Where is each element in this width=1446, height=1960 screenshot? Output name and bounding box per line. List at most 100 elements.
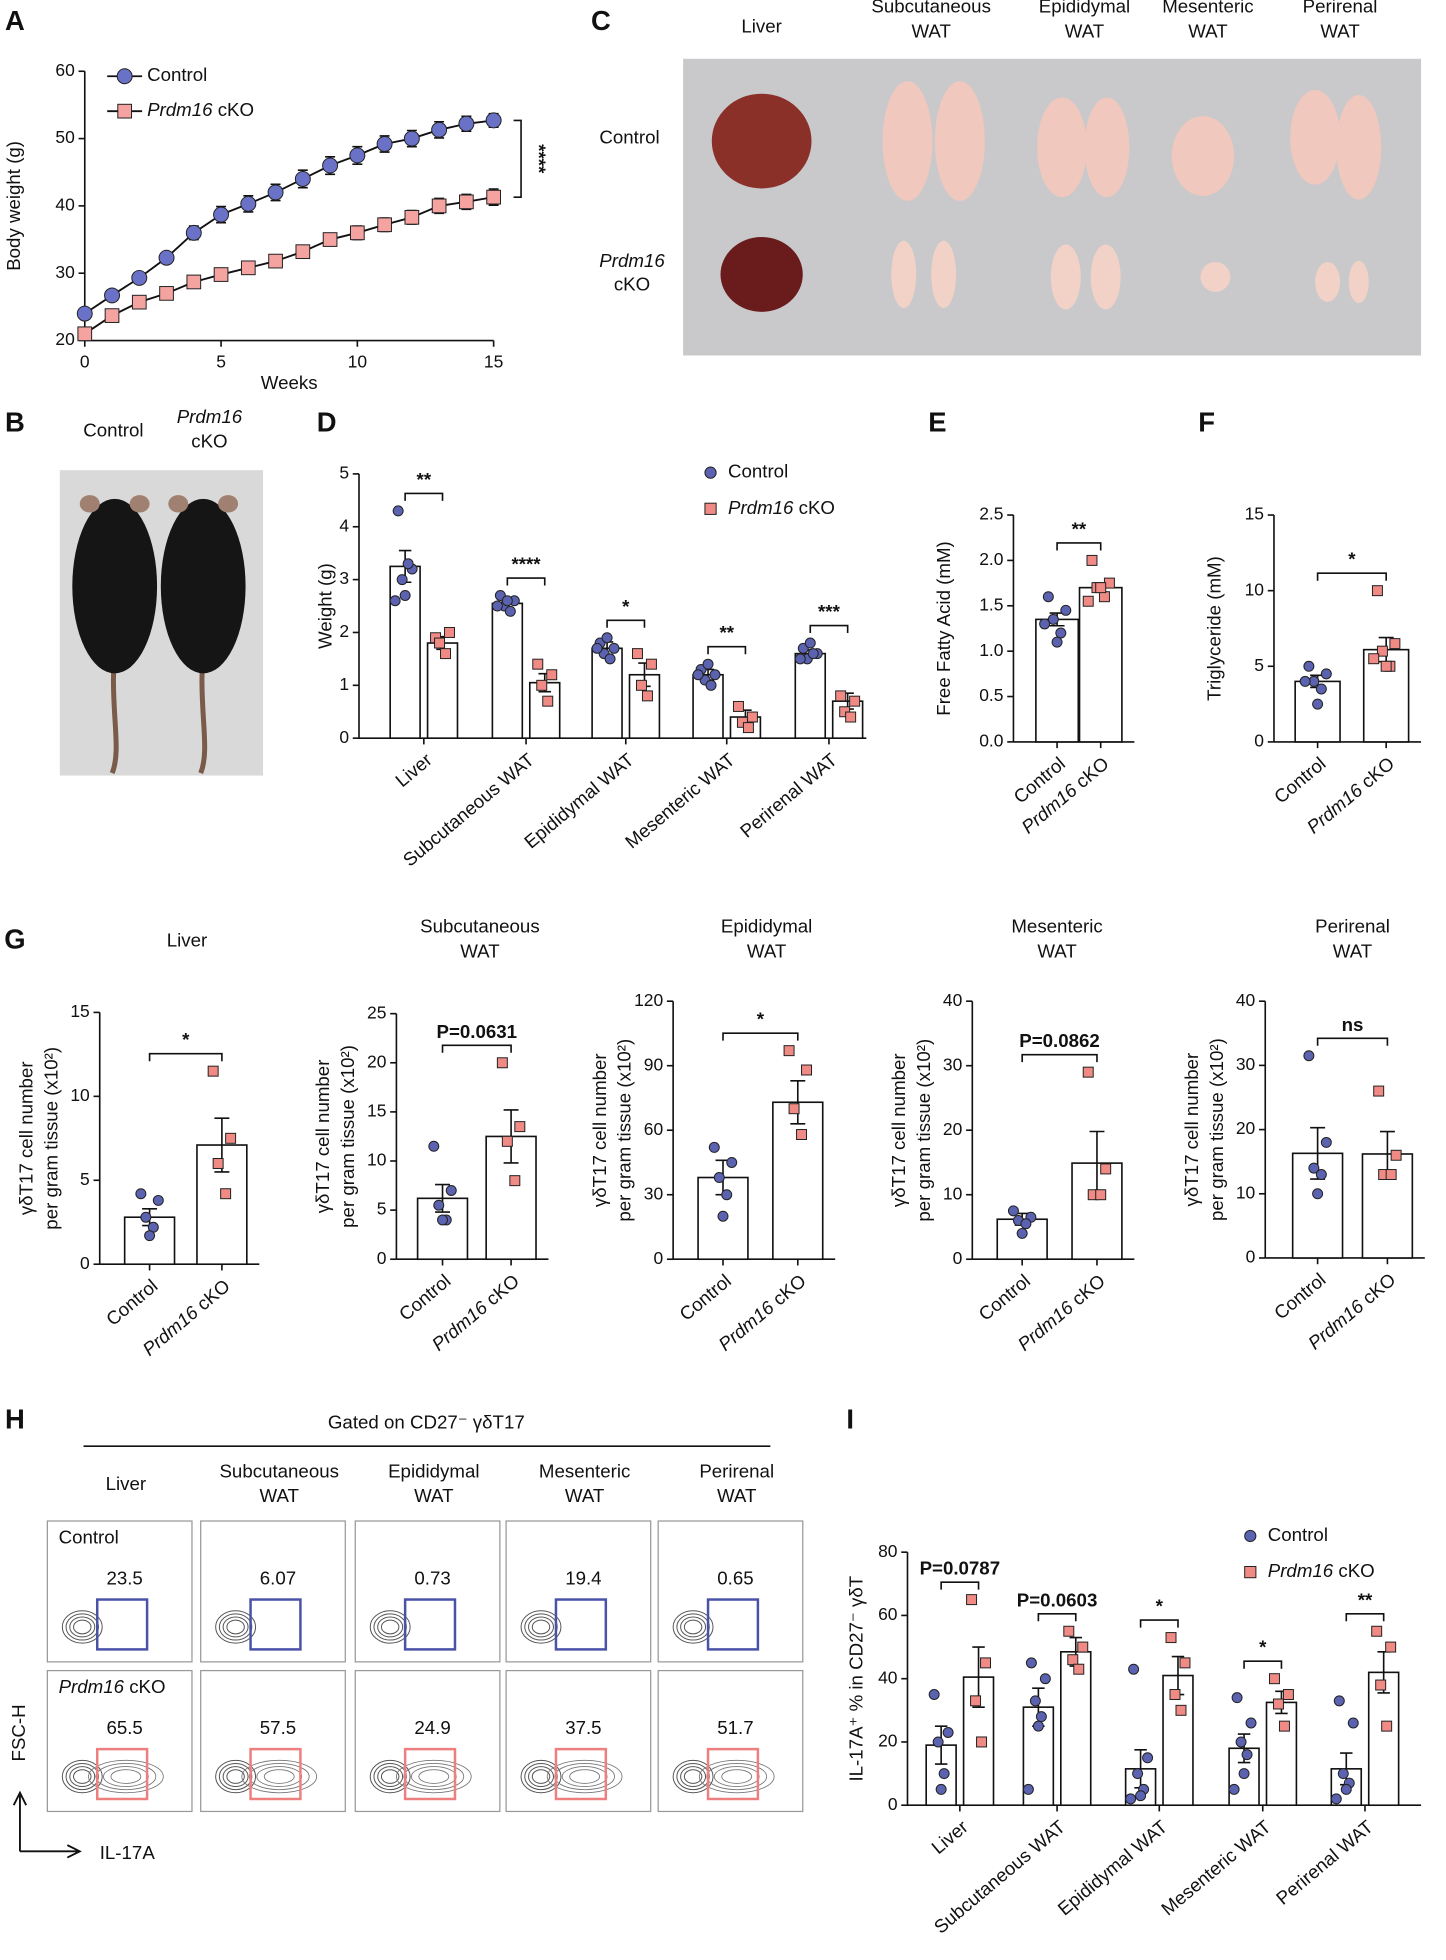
y-tick-label: 0 — [339, 727, 349, 747]
y-axis-label: γδT17 cell number — [888, 1053, 909, 1207]
data-point — [1142, 1752, 1154, 1764]
data-point — [509, 1175, 521, 1187]
y-tick-label: 5 — [80, 1169, 90, 1189]
significance-bracket — [1056, 542, 1102, 551]
panel-letter: B — [5, 406, 25, 437]
panel-letter: C — [591, 5, 611, 36]
bar — [772, 1101, 824, 1261]
significance-bracket — [606, 619, 646, 628]
significance-bracket — [940, 1581, 980, 1590]
contour — [531, 1619, 551, 1635]
data-point — [1330, 1793, 1342, 1805]
data-point — [742, 722, 754, 734]
data-point — [1308, 1162, 1320, 1174]
data-point — [444, 626, 455, 638]
data-point — [486, 189, 501, 205]
data-point — [1320, 1136, 1332, 1148]
contour — [69, 1616, 96, 1638]
tissue — [934, 81, 985, 201]
data-point — [732, 700, 744, 712]
y-tick-label: 30 — [1236, 1054, 1256, 1074]
y-tick-label: 0 — [888, 1794, 898, 1814]
contour — [369, 1759, 411, 1794]
data-point — [267, 184, 284, 201]
data-point — [1268, 1673, 1280, 1685]
column-label: Epididymal — [388, 1460, 479, 1481]
data-point — [437, 1214, 449, 1226]
contour — [418, 1769, 450, 1784]
data-point — [726, 1156, 738, 1168]
significance-label: * — [1348, 549, 1356, 570]
data-point — [1165, 1632, 1177, 1644]
flow-plot — [46, 1669, 193, 1813]
y-tick-label: 3 — [339, 568, 349, 588]
y-tick-label: 30 — [55, 262, 75, 282]
column-label: WAT — [414, 1485, 453, 1506]
chart-title: Liver — [167, 929, 208, 950]
column-label: WAT — [1065, 21, 1104, 42]
row-label: Prdm16 — [599, 250, 665, 271]
data-point — [514, 1121, 526, 1133]
data-point — [1035, 1711, 1047, 1723]
y-tick-label: 10 — [70, 1085, 90, 1105]
data-point — [349, 225, 365, 241]
contour — [369, 1610, 411, 1644]
data-point — [536, 679, 548, 691]
data-point — [268, 253, 283, 269]
data-point — [1175, 1704, 1187, 1716]
y-tick-label: 25 — [367, 1002, 386, 1022]
y-tick-label: 2.5 — [979, 504, 1003, 524]
data-point — [496, 1057, 508, 1069]
chart-title: Epididymal — [721, 916, 812, 937]
data-point — [131, 294, 147, 310]
data-point — [1077, 1641, 1089, 1653]
mouse-ear — [168, 495, 189, 513]
mouse-ear — [129, 495, 150, 513]
flow-plot — [46, 1520, 193, 1663]
data-point — [1238, 1768, 1250, 1780]
column-label: WAT — [717, 1485, 756, 1506]
data-point — [104, 287, 121, 304]
y-tick-label: 50 — [55, 127, 75, 147]
y-tick-label: 20 — [55, 329, 75, 349]
data-point — [938, 1768, 950, 1780]
y-tick-label: 0 — [953, 1248, 963, 1268]
data-point — [1082, 595, 1094, 607]
data-point — [1373, 1085, 1385, 1097]
data-point — [399, 589, 411, 601]
tissue — [711, 93, 812, 189]
panel-letter: G — [4, 924, 25, 955]
contour — [672, 1610, 714, 1644]
column-label: WAT — [1188, 21, 1227, 42]
gate-value: 65.5 — [106, 1717, 142, 1738]
data-point — [104, 308, 120, 323]
flow-plot — [354, 1520, 501, 1663]
data-point — [396, 574, 408, 586]
y-axis-label: Free Fatty Acid (mM) — [933, 541, 954, 715]
data-point — [1098, 591, 1110, 603]
data-point — [1371, 1625, 1383, 1637]
data-point — [434, 637, 446, 649]
data-point — [240, 260, 256, 276]
gate — [249, 1598, 302, 1651]
contour — [69, 1766, 96, 1788]
bar — [1060, 1650, 1092, 1807]
flow-plot — [505, 1520, 652, 1663]
column-label: WAT — [1320, 21, 1359, 42]
y-tick-label: 1.0 — [979, 640, 1004, 660]
data-point — [1282, 1689, 1294, 1700]
row-label: Prdm16 cKO — [59, 1676, 166, 1697]
significance-label: *** — [818, 601, 841, 622]
contour — [103, 1766, 149, 1787]
legend-marker — [1244, 1529, 1257, 1543]
data-point — [1020, 1218, 1032, 1230]
tissue — [931, 240, 957, 309]
y-axis-label: γδT17 cell number — [15, 1061, 36, 1215]
data-point — [1063, 1625, 1075, 1637]
photo-label: cKO — [191, 431, 227, 452]
contour — [680, 1766, 707, 1788]
y-tick-label: 15 — [367, 1100, 386, 1120]
data-point — [135, 1188, 147, 1200]
y-tick-label: 0.0 — [979, 731, 1004, 751]
significance-label: P=0.0631 — [437, 1021, 518, 1042]
